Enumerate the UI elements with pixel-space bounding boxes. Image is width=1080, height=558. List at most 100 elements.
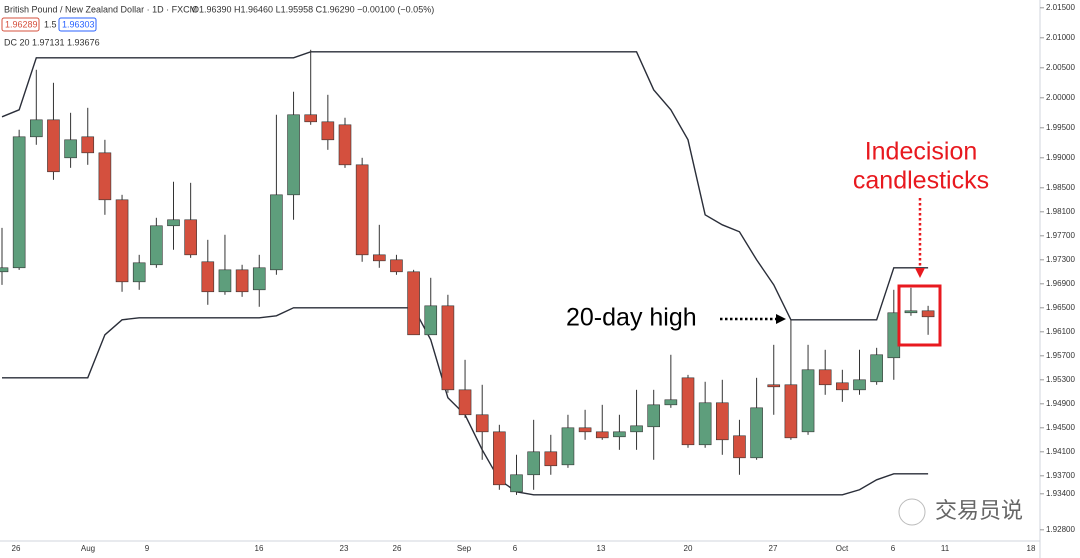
- candle-body: [595, 431, 609, 439]
- x-tick-label: 11: [941, 544, 950, 553]
- y-tick-label: 1.92800: [1046, 525, 1075, 534]
- candle-body: [544, 451, 558, 467]
- candle-body: [630, 425, 643, 433]
- y-tick-label: 1.96900: [1046, 279, 1075, 288]
- candle-body: [372, 254, 386, 262]
- watermark: 交易员说: [935, 498, 1023, 523]
- candle-body: [904, 310, 918, 314]
- candle-body: [493, 431, 506, 486]
- y-tick-label: 2.00500: [1046, 63, 1075, 72]
- y-tick-label: 1.96500: [1046, 303, 1075, 312]
- candle-body: [750, 407, 763, 459]
- x-tick-label: 13: [597, 544, 606, 553]
- y-tick-label: 1.95700: [1046, 351, 1075, 360]
- x-tick-label: Sep: [457, 544, 472, 553]
- candle-body: [801, 369, 815, 433]
- y-tick-label: 1.94500: [1046, 423, 1075, 432]
- y-tick-label: 1.97700: [1046, 231, 1075, 240]
- candle-body: [98, 152, 112, 201]
- bid-box: [1, 17, 40, 32]
- candle-body: [733, 435, 746, 459]
- candle-body: [304, 114, 318, 123]
- donchian-upper: [1, 51, 929, 321]
- candle-body: [132, 262, 146, 283]
- candle-body: [167, 219, 180, 227]
- candle-body: [475, 414, 489, 433]
- x-tick-label: 6: [513, 544, 518, 553]
- candle-body: [818, 369, 832, 386]
- candle-body: [252, 267, 266, 291]
- watermark-icon: [898, 498, 926, 526]
- candle-body: [355, 164, 369, 256]
- candle-body: [424, 305, 438, 336]
- candle-body: [0, 267, 9, 273]
- symbol-title: British Pound / New Zealand Dollar · 1D …: [4, 4, 197, 14]
- candle-body: [921, 310, 935, 318]
- y-tick-label: 1.94100: [1046, 447, 1075, 456]
- candle-body: [647, 404, 661, 428]
- x-tick-label: 6: [891, 544, 896, 553]
- candle-body: [767, 384, 781, 388]
- candle-body: [201, 261, 215, 293]
- x-tick-label: Oct: [836, 544, 849, 553]
- y-tick-label: 2.01000: [1046, 33, 1075, 42]
- y-tick-label: 1.93700: [1046, 471, 1075, 480]
- candle-body: [715, 402, 729, 441]
- candle-body: [218, 269, 232, 293]
- candle-body: [527, 451, 540, 476]
- y-tick-label: 1.95300: [1046, 375, 1075, 384]
- annotations: 20-day high Indecision candlesticks 交易员说: [566, 138, 1023, 526]
- ask-box: [58, 17, 97, 32]
- candle-body: [235, 269, 249, 293]
- x-tick-label: 9: [145, 544, 150, 553]
- y-tick-label: 1.99000: [1046, 153, 1075, 162]
- candle-body: [681, 377, 695, 446]
- x-tick-label: 26: [12, 544, 21, 553]
- x-tick-label: Aug: [81, 544, 95, 553]
- y-tick-label: 1.94900: [1046, 399, 1075, 408]
- x-tick-label: 20: [684, 544, 693, 553]
- candle-body: [853, 379, 866, 391]
- candle-body: [784, 384, 798, 439]
- y-tick-label: 1.93400: [1046, 489, 1075, 498]
- x-tick-label: 16: [255, 544, 264, 553]
- candle-body: [287, 114, 300, 196]
- y-tick-label: 1.96100: [1046, 327, 1075, 336]
- highlight-box: [897, 284, 942, 347]
- y-tick-label: 2.01500: [1046, 3, 1075, 12]
- indicator-legend: DC 20 1.97131 1.93676: [4, 37, 100, 47]
- candle-body: [561, 427, 575, 466]
- candle-body: [578, 427, 592, 433]
- y-tick-label: 1.98500: [1046, 183, 1075, 192]
- candle-body: [47, 119, 60, 173]
- y-tick-label: 1.97300: [1046, 255, 1075, 264]
- candle-body: [407, 271, 420, 336]
- candle-body: [441, 305, 455, 391]
- candle-body: [184, 219, 197, 256]
- candle-body: [698, 402, 712, 446]
- ask-price: 1.96303: [62, 19, 95, 29]
- x-tick-label: 26: [393, 544, 402, 553]
- candle-body: [64, 139, 77, 159]
- y-tick-label: 1.98100: [1046, 207, 1075, 216]
- candle-body: [664, 399, 678, 406]
- candle-body: [338, 124, 352, 166]
- candle-body: [836, 382, 849, 391]
- y-tick-label: 2.00000: [1046, 93, 1075, 102]
- indecision-arrow-head: [915, 268, 925, 278]
- candle-body: [12, 136, 26, 269]
- candle-body: [458, 389, 472, 416]
- indecision-label: Indecision: [865, 138, 978, 166]
- candle-body: [115, 199, 129, 283]
- x-tick-label: 18: [1027, 544, 1036, 553]
- candle-body: [29, 119, 43, 138]
- candle-body: [150, 225, 163, 266]
- indecision-label: candlesticks: [853, 167, 989, 195]
- x-tick-label: 27: [769, 544, 778, 553]
- candle-body: [81, 136, 95, 154]
- candle-body: [613, 431, 626, 438]
- y-tick-label: 1.99500: [1046, 123, 1075, 132]
- legend: British Pound / New Zealand Dollar · 1D …: [1, 4, 434, 47]
